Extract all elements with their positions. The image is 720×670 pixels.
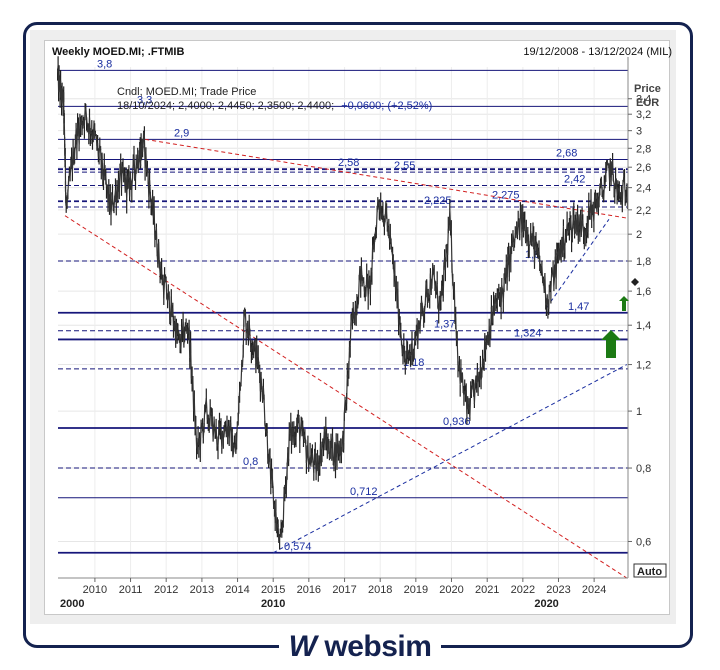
last-price-marker-icon [631,278,639,286]
trend-line [145,138,627,219]
y-tick-label: 2,4 [636,183,651,195]
x-tick-label: 2022 [511,584,535,596]
x-tick-label: 2017 [332,584,356,596]
trend-lines [64,138,628,579]
decade-label: 2020 [534,598,558,610]
price-label: Price [634,83,661,95]
y-tick-label: 2,2 [636,205,651,217]
level-label: 1,37 [434,319,455,331]
info-line-1: Cndl; MOED.MI; Trade Price [117,86,256,98]
y-tick-label: 1,2 [636,360,651,372]
x-tick-label: 2013 [190,584,214,596]
x-tick-label: 2014 [225,584,249,596]
level-label: 2,9 [174,127,189,139]
x-tick-label: 2016 [297,584,321,596]
date-range: 19/12/2008 - 13/12/2024 (MIL) [523,46,672,58]
x-tick-label: 2015 [261,584,285,596]
x-tick-label: 2018 [368,584,392,596]
x-axis: 2010 2011 2012 2013 2014 2015 2016 2017 2018 2019… [58,577,628,610]
y-tick-label: 2,6 [636,162,651,174]
y-tick-label: 1,6 [636,286,651,298]
level-label: 0,8 [243,456,258,468]
decade-label: 2000 [60,598,84,610]
y-tick-label: 1 [636,406,642,418]
price-line [57,64,629,543]
x-tick-label: 2019 [404,584,428,596]
y-tick-label: 3 [636,126,642,138]
level-label: 2,275 [492,189,520,201]
auto-label: Auto [637,566,662,578]
y-tick-label: 1,8 [636,256,651,268]
currency-label: EUR [636,97,659,109]
level-label: 3,8 [97,58,112,70]
chart-area[interactable] [44,40,670,615]
x-tick-label: 2023 [546,584,570,596]
auto-button[interactable]: Auto [633,563,667,578]
level-label: 0,936 [443,416,471,428]
info-line-2: 18/10/2024; 2,4000; 2,4450; 2,3500; 2,44… [117,100,432,112]
up-arrow-small-icon [619,296,629,311]
websim-mark-icon: W [288,630,317,663]
level-label: 2,55 [394,160,415,172]
level-label: 1,324 [514,327,542,339]
level-label: 3,3 [137,94,152,106]
level-label: 2,42 [564,174,585,186]
chart-title: Weekly MOED.MI; .FTMIB [52,46,185,58]
y-tick-label: 3,4 [636,94,651,106]
y-tick-label: 3,2 [636,109,651,121]
x-tick-label: 2021 [475,584,499,596]
websim-logo-text: websim [324,630,432,663]
decade-label: 2010 [261,598,285,610]
level-label: 2,58 [338,157,359,169]
y-tick-label: 0,8 [636,463,651,475]
x-tick-label: 2020 [439,584,463,596]
level-label: 0,574 [284,541,312,553]
up-arrow-large-icon [601,330,621,358]
ohlc-values: 18/10/2024; 2,4000; 2,4450; 2,3500; 2,44… [117,100,334,112]
y-tick-label: 0,6 [636,536,651,548]
price-series [57,56,629,550]
x-tick-label: 2024 [582,584,606,596]
level-label: 2,225 [424,195,452,207]
trend-line [272,364,628,554]
x-tick-label: 2012 [154,584,178,596]
level-lines: 3,83,32,92,682,58 2,552,422,2752,2251,81,… [58,58,628,554]
level-label: 1,47 [568,301,589,313]
x-tick-label: 2010 [83,584,107,596]
y-tick-label: 2,8 [636,143,651,155]
y-tick-label: 1,4 [636,320,651,332]
x-tick-label: 2011 [119,584,143,596]
level-label: 0,712 [350,486,378,498]
y-axis: 0,6 0,8 1 1,2 1,4 1,6 1,8 2 2,2 2,4 2,6 2,8 3 3,2 3,4 [627,57,651,578]
change-value: +0,0600; (+2,52%) [341,100,432,112]
y-tick-label: 2 [636,229,642,241]
level-label: 2,68 [556,147,577,159]
